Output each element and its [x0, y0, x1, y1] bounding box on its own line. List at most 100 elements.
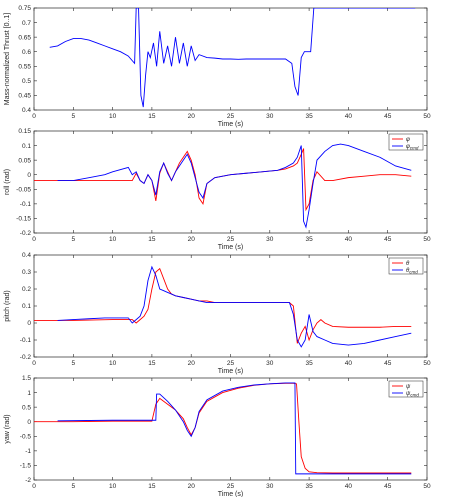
x-tick-label: 5 — [71, 360, 75, 367]
x-axis-label: Time (s) — [218, 244, 243, 251]
y-tick-label: 0 — [27, 172, 31, 179]
y-tick-label: 0.2 — [22, 286, 31, 293]
y-tick-label: 0.05 — [18, 157, 31, 164]
x-tick-label: 0 — [32, 360, 36, 367]
y-tick-label: -2 — [25, 477, 31, 484]
y-axis-label: roll (rad) — [4, 169, 11, 195]
x-tick-label: 25 — [227, 483, 235, 490]
x-tick-label: 15 — [148, 236, 156, 243]
x-tick-label: 40 — [345, 360, 353, 367]
x-tick-label: 5 — [71, 483, 75, 490]
y-tick-label: 1 — [27, 390, 31, 397]
series-line-2 — [57, 382, 412, 475]
x-tick-label: 20 — [188, 236, 196, 243]
y-axis-label: yaw (rad) — [4, 414, 11, 443]
y-tick-label: 0.4 — [22, 107, 31, 114]
y-tick-label: 0 — [27, 320, 31, 327]
chart-panel-4: 0 5 10 15 20 25 30 35 40 45 50 -2 -1.5 -1 -0.5 0 0.5 1 1.5… — [4, 375, 431, 497]
x-tick-label: 20 — [188, 483, 196, 490]
x-axis-label: Time (s) — [218, 368, 243, 375]
x-tick-label: 15 — [148, 483, 156, 490]
x-tick-label: 25 — [227, 236, 235, 243]
legend-label: ψcmd — [406, 391, 419, 398]
x-tick-label: 40 — [345, 236, 353, 243]
chart-panel-2: 0 5 10 15 20 25 30 35 40 45 50 -0.2 -0.15 -0.1 -0.05 0 0… — [4, 128, 431, 251]
plot-area — [33, 254, 428, 358]
x-tick-label: 20 — [188, 113, 196, 120]
x-tick-label: 35 — [305, 483, 313, 490]
x-tick-label: 45 — [384, 113, 392, 120]
x-axis-label: Time (s) — [218, 491, 243, 497]
y-tick-label: 0.4 — [22, 252, 31, 259]
series-line-1 — [49, 8, 416, 108]
x-tick-label: 5 — [71, 113, 75, 120]
y-axis-label: Mass-normalized Thrust [0..1] — [4, 13, 11, 106]
x-tick-label: 50 — [423, 360, 431, 367]
y-tick-label: 1.5 — [22, 375, 31, 382]
x-tick-label: 10 — [109, 360, 117, 367]
x-tick-label: 50 — [423, 236, 431, 243]
y-tick-label: -0.1 — [20, 201, 32, 208]
y-tick-label: 0.1 — [22, 143, 31, 150]
y-tick-label: -0.15 — [16, 216, 31, 223]
legend-label: φ — [406, 137, 410, 143]
y-tick-label: -0.05 — [16, 186, 31, 193]
y-tick-label: -1.5 — [20, 463, 32, 470]
series-line-1 — [34, 382, 412, 474]
y-tick-label: -0.1 — [20, 337, 32, 344]
y-tick-label: -0.2 — [20, 230, 32, 237]
x-tick-label: 50 — [423, 113, 431, 120]
x-tick-label: 10 — [109, 483, 117, 490]
y-tick-label: 0.3 — [22, 269, 31, 276]
x-axis-label: Time (s) — [218, 121, 243, 128]
x-tick-label: 15 — [148, 360, 156, 367]
x-tick-label: 25 — [227, 360, 235, 367]
legend-label: θcmd — [406, 268, 418, 275]
x-tick-label: 45 — [384, 236, 392, 243]
y-tick-label: -1 — [25, 448, 31, 455]
x-tick-label: 35 — [305, 113, 313, 120]
legend-label: φcmd — [406, 144, 419, 151]
y-tick-label: 0 — [27, 419, 31, 426]
x-tick-label: 10 — [109, 236, 117, 243]
plot-area — [33, 130, 428, 234]
series-line-2 — [57, 265, 412, 348]
y-tick-label: 0.75 — [18, 5, 31, 12]
x-tick-label: 20 — [188, 360, 196, 367]
plot-area — [33, 377, 428, 481]
y-tick-label: 0.55 — [18, 63, 31, 70]
x-tick-label: 40 — [345, 113, 353, 120]
legend-label: ψ — [406, 384, 411, 390]
x-tick-label: 0 — [32, 483, 36, 490]
x-tick-label: 40 — [345, 483, 353, 490]
x-tick-label: 35 — [305, 360, 313, 367]
chart-panel-1: 0 5 10 15 20 25 30 35 40 45 50 0.4 0.45 0.5 0.55 0.6 0.6… — [4, 5, 431, 128]
y-tick-label: 0.7 — [22, 20, 31, 27]
x-tick-label: 30 — [266, 113, 274, 120]
x-tick-label: 45 — [384, 483, 392, 490]
y-tick-label: 0.1 — [22, 303, 31, 310]
x-tick-label: 45 — [384, 360, 392, 367]
y-axis-label: pitch (rad) — [4, 290, 11, 322]
y-tick-label: 0.6 — [22, 49, 31, 56]
x-tick-label: 35 — [305, 236, 313, 243]
x-tick-label: 0 — [32, 113, 36, 120]
x-tick-label: 30 — [266, 236, 274, 243]
y-tick-label: 0.5 — [22, 78, 31, 85]
x-tick-label: 50 — [423, 483, 431, 490]
chart-panel-3: 0 5 10 15 20 25 30 35 40 45 50 -0.2 -0.1 0 0.1 0.2 0.3 0.… — [4, 252, 431, 375]
x-tick-label: 15 — [148, 113, 156, 120]
y-tick-label: -0.2 — [20, 354, 32, 361]
y-tick-label: 0.15 — [18, 128, 31, 135]
y-tick-label: 0.65 — [18, 34, 31, 41]
y-tick-label: 0.5 — [22, 404, 31, 411]
legend-label: θ — [406, 261, 410, 267]
x-tick-label: 25 — [227, 113, 235, 120]
x-tick-label: 5 — [71, 236, 75, 243]
y-tick-label: -0.5 — [20, 433, 32, 440]
x-tick-label: 0 — [32, 236, 36, 243]
